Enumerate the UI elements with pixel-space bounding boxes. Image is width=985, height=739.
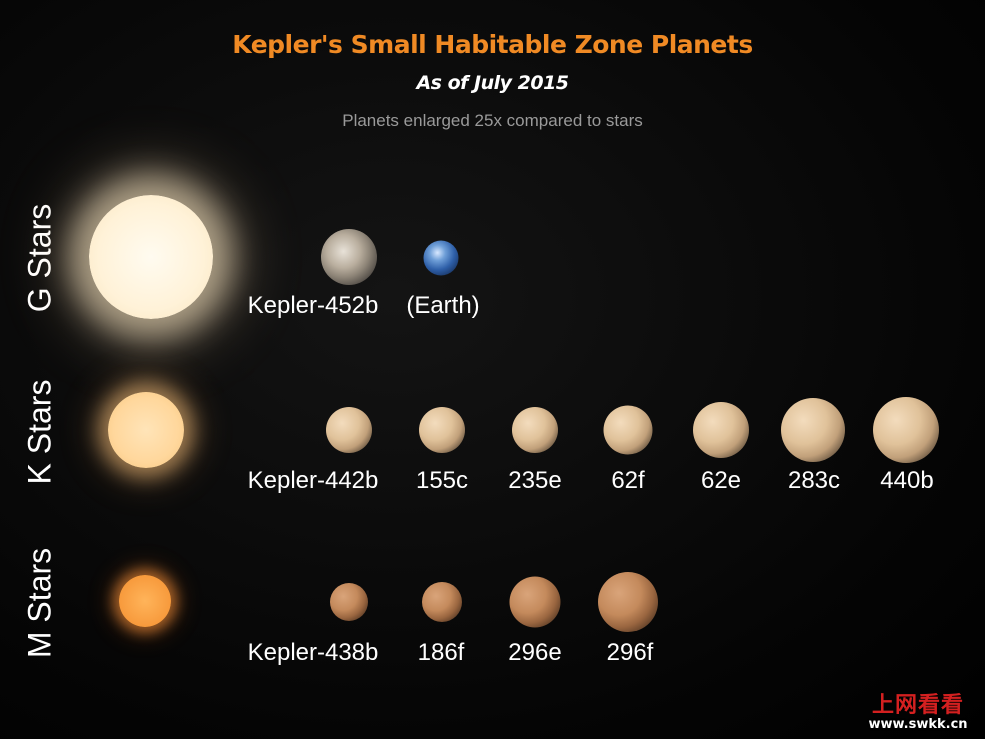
planet-62e [693,402,749,458]
diagram-title: Kepler's Small Habitable Zone Planets [232,30,753,59]
watermark-url: www.swkk.cn [868,717,968,732]
planet-155c [419,407,465,453]
planet-label-296e: 296e [508,639,562,666]
planet-440b [873,397,939,463]
planet-label-kepler-438b: Kepler-438b [247,639,379,666]
scale-note: Planets enlarged 25x compared to stars [342,111,643,130]
planet-kepler-438b [330,583,368,621]
planet-label-62e: 62e [700,467,742,494]
planet-label-62f: 62f [611,467,645,494]
planet-kepler-442b [326,407,372,453]
planet-186f [422,582,462,622]
planet-296e [509,576,561,628]
row-label-k-stars: K Stars [21,379,58,485]
planet-label-235e: 235e [508,467,562,494]
star-k-icon [108,392,184,468]
row-label-m-stars: M Stars [21,547,58,659]
planet-label-296f: 296f [606,639,654,666]
planet-label-186f: 186f [417,639,465,666]
planet-283c [781,398,845,462]
row-label-g-stars: G Stars [21,203,58,313]
watermark-logo: 上网看看 www.swkk.cn [857,693,979,733]
planet-label-283c: 283c [787,467,841,494]
diagram-subtitle: As of July 2015 [416,72,569,94]
planet-label-440b: 440b [880,467,934,494]
star-g-icon [89,195,213,319]
planet-label-155c: 155c [415,467,469,494]
star-m-icon [119,575,171,627]
planet-label-kepler-442b: Kepler-442b [247,467,379,494]
planet-296f [598,572,658,632]
watermark-name: 上网看看 [871,692,964,718]
planet-kepler-452b [321,229,377,285]
planet-label-earth: (Earth) [406,292,480,319]
planet-235e [512,407,558,453]
planet-label-kepler-452b: Kepler-452b [247,292,379,319]
planet-earth [423,240,459,276]
planet-62f [603,405,653,455]
